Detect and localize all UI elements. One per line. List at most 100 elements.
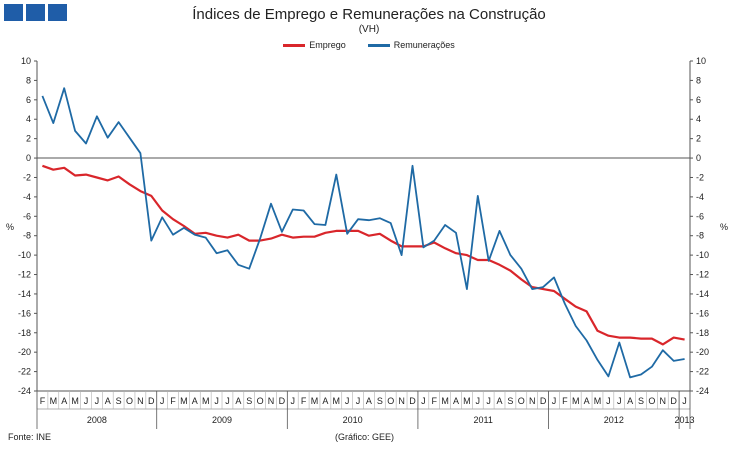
y-tick-label-right: 10 [696, 56, 706, 66]
y-tick-label-right: 2 [696, 134, 701, 144]
source-note: Fonte: INE [8, 432, 52, 442]
y-tick-label-right: -2 [696, 172, 704, 182]
y-tick-label-right: -16 [696, 308, 709, 318]
y-tick-label-right: 6 [696, 95, 701, 105]
y-tick-label-left: -24 [18, 386, 31, 396]
y-tick-label-left: 2 [26, 134, 31, 144]
x-tick-label: A [627, 396, 633, 406]
x-tick-label: A [584, 396, 590, 406]
x-tick-label: J [552, 396, 557, 406]
x-year-label: 2011 [474, 415, 493, 425]
x-tick-label: F [562, 396, 568, 406]
y-tick-label-right: 4 [696, 114, 701, 124]
x-year-label: 2013 [675, 415, 695, 425]
x-tick-label: J [225, 396, 230, 406]
chart-credit: (Gráfico: GEE) [335, 432, 395, 442]
x-year-label: 2009 [212, 415, 232, 425]
x-tick-label: F [170, 396, 176, 406]
x-tick-label: N [529, 396, 536, 406]
x-tick-label: J [84, 396, 89, 406]
x-tick-label: D [279, 396, 286, 406]
x-tick-label: M [594, 396, 602, 406]
series-line-emprego [42, 164, 685, 346]
y-tick-label-left: -14 [18, 289, 31, 299]
x-tick-label: D [670, 396, 677, 406]
y-tick-label-right: 8 [696, 75, 701, 85]
x-tick-label: M [71, 396, 79, 406]
x-year-label: 2012 [604, 415, 624, 425]
y-tick-label-left: -4 [23, 192, 31, 202]
chart-title: Índices de Emprego e Remunerações na Con… [192, 6, 546, 23]
series-line-remuneracoes [41, 87, 685, 379]
x-tick-label: S [638, 396, 644, 406]
legend-label-remuneracoes: Remunerações [393, 40, 455, 50]
x-tick-label: J [160, 396, 165, 406]
y-tick-label-left: -10 [18, 250, 31, 260]
y-tick-label-right: -24 [696, 386, 709, 396]
y-tick-label-left: 0 [26, 153, 31, 163]
x-tick-label: M [441, 396, 449, 406]
x-tick-label: F [431, 396, 437, 406]
x-tick-label: J [476, 396, 481, 406]
x-tick-label: J [486, 396, 491, 406]
y-tick-label-left: -20 [18, 347, 31, 357]
x-tick-label: N [398, 396, 405, 406]
y-tick-label-right: 0 [696, 153, 701, 163]
y-axis-label-right: % [720, 222, 728, 232]
x-tick-label: M [311, 396, 319, 406]
chart-legend: Emprego Remunerações [0, 40, 738, 50]
y-tick-label-left: 6 [26, 95, 31, 105]
legend-swatch-remuneracoes [367, 43, 390, 47]
y-tick-label-left: 10 [21, 56, 31, 66]
y-tick-label-left: 4 [26, 114, 31, 124]
brand-logo [4, 4, 67, 21]
y-tick-label-right: -8 [696, 231, 704, 241]
x-tick-label: S [246, 396, 252, 406]
x-tick-label: N [137, 396, 144, 406]
x-tick-label: M [463, 396, 471, 406]
x-tick-label: F [40, 396, 46, 406]
x-tick-label: S [507, 396, 513, 406]
y-tick-label-right: -6 [696, 211, 704, 221]
x-tick-label: A [366, 396, 372, 406]
y-tick-label-left: -18 [18, 328, 31, 338]
x-tick-label: A [61, 396, 67, 406]
y-tick-label-left: -16 [18, 308, 31, 318]
x-tick-label: O [126, 396, 133, 406]
x-year-label: 2008 [87, 415, 107, 425]
legend-item-emprego: Emprego [283, 40, 346, 50]
x-tick-label: J [356, 396, 361, 406]
y-tick-label-left: -2 [23, 172, 31, 182]
x-tick-label: A [322, 396, 328, 406]
y-tick-label-right: -4 [696, 192, 704, 202]
x-tick-label: N [660, 396, 667, 406]
logo-block [48, 4, 67, 21]
x-tick-label: J [345, 396, 350, 406]
x-tick-label: S [116, 396, 122, 406]
logo-block [4, 4, 23, 21]
logo-block [26, 4, 45, 21]
y-tick-label-right: -10 [696, 250, 709, 260]
y-tick-label-left: 8 [26, 75, 31, 85]
x-tick-label: D [540, 396, 547, 406]
legend-swatch-emprego [283, 43, 306, 47]
x-year-label: 2010 [343, 415, 363, 425]
y-tick-label-left: -8 [23, 231, 31, 241]
y-tick-label-right: -20 [696, 347, 709, 357]
y-tick-label-left: -6 [23, 211, 31, 221]
x-tick-label: O [648, 396, 655, 406]
x-tick-label: O [518, 396, 525, 406]
legend-label-emprego: Emprego [309, 40, 346, 50]
x-tick-label: J [214, 396, 219, 406]
x-tick-label: M [572, 396, 580, 406]
x-tick-label: A [497, 396, 503, 406]
y-tick-label-left: -12 [18, 270, 31, 280]
y-tick-label-right: -18 [696, 328, 709, 338]
x-tick-label: A [192, 396, 198, 406]
y-tick-label-right: -12 [696, 270, 709, 280]
x-tick-label: M [202, 396, 210, 406]
chart-subtitle: (VH) [358, 24, 380, 35]
x-tick-label: M [333, 396, 341, 406]
y-tick-label-right: -14 [696, 289, 709, 299]
